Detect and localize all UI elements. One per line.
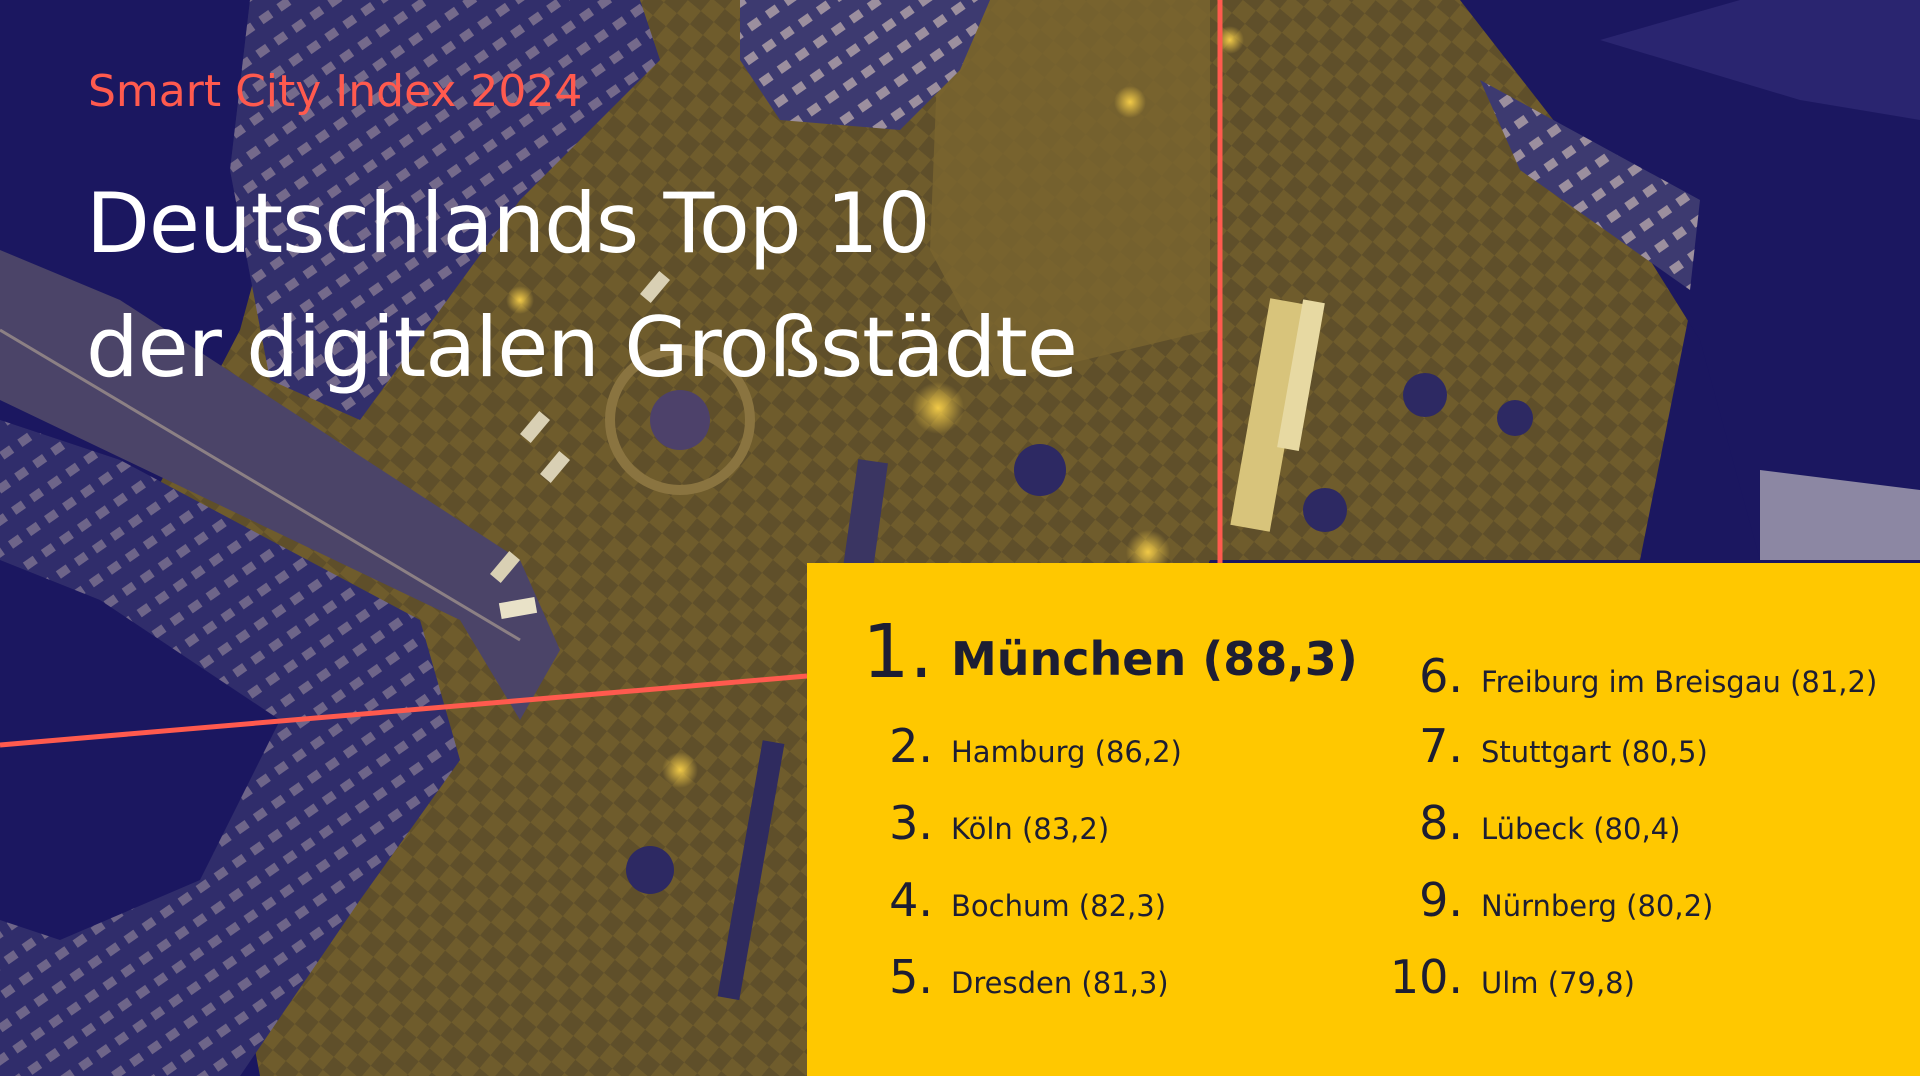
rank-number: 3. — [889, 796, 933, 850]
rank-number: 7. — [1419, 719, 1463, 773]
rank-number: 2. — [889, 719, 933, 773]
city-score: Ulm (79,8) — [1481, 966, 1635, 1000]
ranking-panel: 1. München (88,3) 2. Hamburg (86,2) 3. K… — [807, 563, 1920, 1076]
city-score: Stuttgart (80,5) — [1481, 735, 1708, 769]
rank-number: 1. — [862, 609, 933, 695]
city-score: Bochum (82,3) — [951, 889, 1167, 923]
city-score: Freiburg im Breisgau (81,2) — [1481, 665, 1878, 699]
headline-line-1: Deutschlands Top 10 — [86, 175, 931, 272]
city-score: Dresden (81,3) — [951, 966, 1169, 1000]
rank-number: 5. — [889, 950, 933, 1004]
city-score: Lübeck (80,4) — [1481, 812, 1681, 846]
rank-number: 4. — [889, 873, 933, 927]
city-score: Hamburg (86,2) — [951, 735, 1182, 769]
rank-number: 6. — [1419, 649, 1463, 703]
headline: Deutschlands Top 10 der digitalen Großst… — [86, 162, 1078, 410]
ranking-list: 1. München (88,3) 2. Hamburg (86,2) 3. K… — [807, 563, 1920, 1076]
rank-number: 10. — [1389, 950, 1463, 1004]
headline-line-2: der digitalen Großstädte — [86, 299, 1078, 396]
city-score: München (88,3) — [951, 632, 1358, 686]
rank-number: 9. — [1419, 873, 1463, 927]
rank-number: 8. — [1419, 796, 1463, 850]
city-score: Köln (83,2) — [951, 812, 1110, 846]
city-score: Nürnberg (80,2) — [1481, 889, 1714, 923]
index-title: Smart City Index 2024 — [88, 66, 583, 117]
